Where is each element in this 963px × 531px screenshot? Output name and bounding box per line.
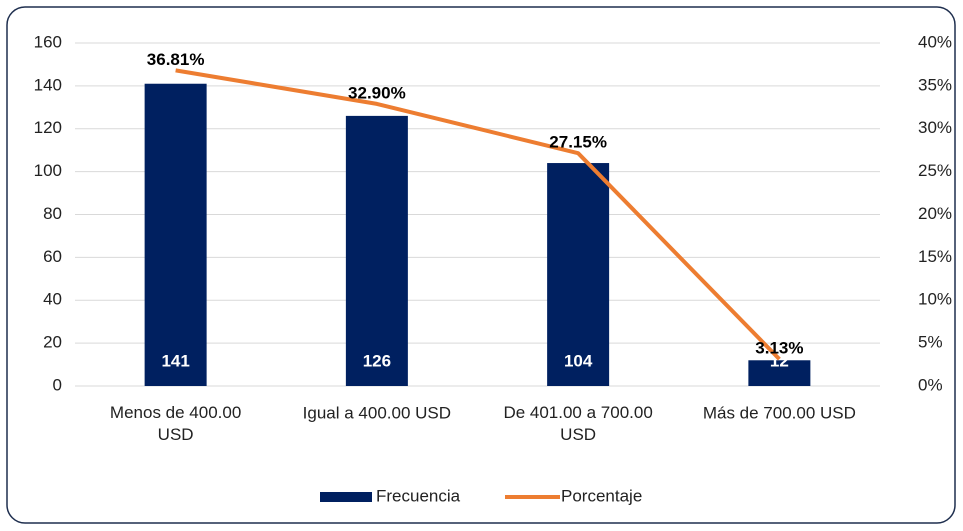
chart-frame	[6, 6, 956, 524]
line-label: 3.13%	[755, 339, 803, 358]
x-tick-label: Igual a 400.00 USD	[303, 403, 451, 422]
y2-tick-label: 40%	[918, 32, 952, 51]
bar	[748, 360, 811, 386]
y-tick-label: 0	[53, 375, 62, 394]
x-tick-label: De 401.00 a 700.00 USD	[503, 403, 652, 444]
y2-tick-label: 5%	[918, 333, 943, 352]
y-tick-label: 40	[43, 290, 62, 309]
legend-label: Porcentaje	[561, 486, 642, 505]
y2-tick-label: 10%	[918, 290, 952, 309]
line	[175, 68, 781, 361]
y-tick-label: 120	[34, 118, 62, 137]
bar-label: 141	[161, 351, 189, 370]
x-tick-label: Más de 700.00 USD	[703, 403, 856, 422]
bar	[345, 115, 408, 386]
y-tick-label: 80	[43, 204, 62, 223]
y2-tick-label: 35%	[918, 75, 952, 94]
line-label: 36.81%	[147, 50, 205, 69]
bar	[144, 83, 207, 386]
y2-tick-label: 25%	[918, 161, 952, 180]
bar	[547, 163, 610, 386]
x-tick-line: USD	[560, 425, 596, 444]
y-tick-label: 20	[43, 333, 62, 352]
y-tick-label: 160	[34, 32, 62, 51]
y-tick-label: 140	[34, 75, 62, 94]
bar-label: 104	[564, 351, 593, 370]
line-label: 27.15%	[549, 133, 607, 152]
legend-label: Frecuencia	[376, 486, 461, 505]
y-tick-label: 100	[34, 161, 62, 180]
x-tick-label: Menos de 400.00 USD	[110, 403, 241, 444]
y2-tick-label: 15%	[918, 247, 952, 266]
bar-label: 126	[363, 351, 391, 370]
x-tick-line: Menos de 400.00	[110, 403, 241, 422]
y2-tick-label: 30%	[918, 118, 952, 137]
legend-swatch	[320, 492, 372, 502]
y2-tick-label: 20%	[918, 204, 952, 223]
line-label: 32.90%	[348, 83, 406, 102]
x-tick-line: De 401.00 a 700.00	[503, 403, 652, 422]
y-tick-label: 60	[43, 247, 62, 266]
y2-tick-label: 0%	[918, 375, 943, 394]
x-tick-line: USD	[158, 425, 194, 444]
